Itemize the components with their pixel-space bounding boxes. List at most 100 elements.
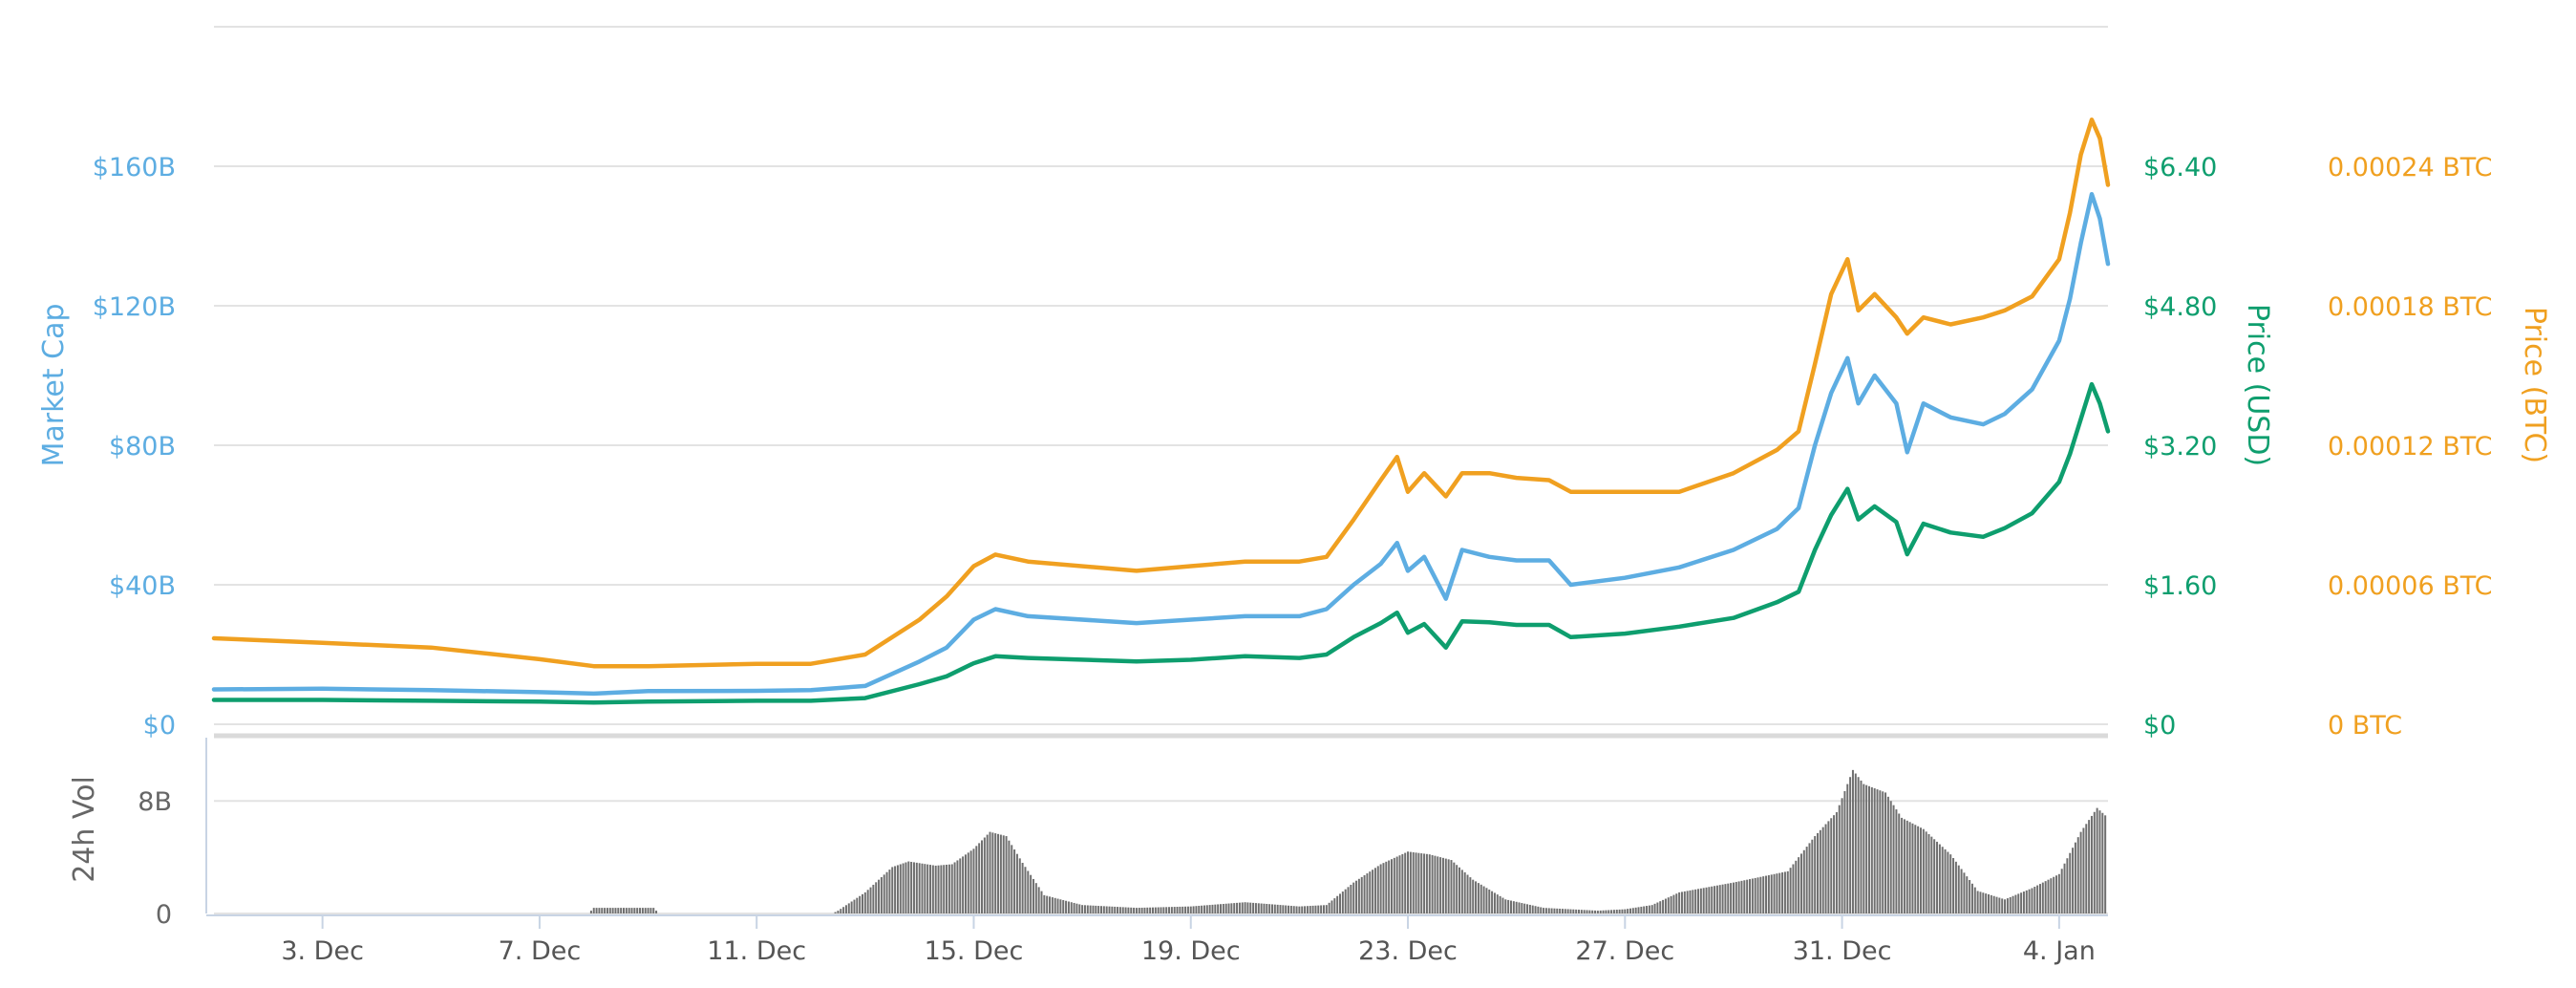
volume-bar xyxy=(1767,874,1770,913)
x-tick-label: 31. Dec xyxy=(1793,936,1892,966)
volume-bar xyxy=(1100,906,1102,913)
volume-bar xyxy=(907,861,910,913)
volume-bar xyxy=(1544,908,1547,913)
volume-bar xyxy=(2041,882,2044,913)
volume-bar xyxy=(999,834,1002,913)
volume-bar xyxy=(1927,833,1930,913)
volume-bar xyxy=(2053,876,2055,913)
volume-bar xyxy=(1952,858,1955,913)
x-tick-label: 11. Dec xyxy=(707,936,806,966)
price-btc-tick-label: 0.00024 BTC xyxy=(2328,153,2493,183)
volume-bar xyxy=(1998,897,2001,913)
volume-bar xyxy=(1439,857,1442,913)
volume-bar xyxy=(1341,891,1344,913)
volume-bar xyxy=(1675,893,1678,913)
volume-bar xyxy=(1821,827,1824,913)
volume-bar xyxy=(924,864,926,913)
volume-bar xyxy=(1201,905,1203,913)
volume-bar xyxy=(1531,905,1534,913)
volume-bar xyxy=(1740,880,1743,913)
volume-bar xyxy=(1656,902,1659,913)
volume-bar xyxy=(1379,864,1382,913)
volume-bar xyxy=(1002,835,1005,913)
volume-bar xyxy=(2036,885,2039,913)
volume-bar xyxy=(649,908,652,913)
volume-bar xyxy=(983,837,986,913)
volume-bar xyxy=(1032,878,1034,913)
volume-bar xyxy=(2033,887,2036,913)
volume-bar xyxy=(1220,904,1222,913)
volume-bar xyxy=(1477,883,1480,913)
volume-bar xyxy=(1659,901,1662,913)
volume-bar xyxy=(1441,857,1444,913)
volume-bar xyxy=(1553,908,1556,913)
volume-bar xyxy=(1781,872,1784,913)
volume-bar xyxy=(1879,790,1882,913)
volume-bar xyxy=(1463,871,1466,913)
volume-bar xyxy=(1376,866,1379,913)
volume-bar xyxy=(1102,906,1105,913)
volume-bar xyxy=(1162,907,1165,913)
volume-bar xyxy=(837,911,840,913)
volume-bar xyxy=(1160,907,1162,913)
volume-bar xyxy=(1817,832,1820,913)
volume-bar xyxy=(1583,910,1586,913)
volume-bar xyxy=(1884,792,1887,913)
volume-bar xyxy=(956,860,959,913)
price-usd-tick-label: $1.60 xyxy=(2143,571,2217,601)
volume-bar xyxy=(1170,907,1173,913)
volume-bar xyxy=(1118,907,1121,913)
volume-bar xyxy=(1599,910,1602,913)
volume-bar xyxy=(1708,887,1711,913)
volume-bar xyxy=(1320,905,1323,913)
volume-bar xyxy=(1699,888,1702,913)
volume-bar xyxy=(1509,900,1512,913)
volume-bar xyxy=(641,908,644,913)
volume-bar xyxy=(989,831,991,913)
volume-bar xyxy=(1534,906,1537,913)
volume-bar xyxy=(842,907,845,913)
volume-bar xyxy=(1963,872,1966,913)
volume-bar xyxy=(1973,887,1976,913)
volume-bar xyxy=(1458,867,1461,913)
volume-bar xyxy=(1450,860,1453,913)
volume-bar xyxy=(1631,908,1634,913)
volume-bar xyxy=(1746,879,1749,913)
volume-bar xyxy=(1105,906,1108,913)
volume-bar xyxy=(1357,878,1360,913)
volume-bar xyxy=(1011,845,1013,913)
volume-bar xyxy=(861,893,863,913)
volume-bar xyxy=(1423,853,1426,913)
volume-bar xyxy=(1629,908,1631,913)
volume-bar xyxy=(1686,891,1689,913)
volume-bar xyxy=(1083,905,1086,913)
volume-bar xyxy=(1133,907,1136,913)
volume-bar xyxy=(1922,828,1925,913)
price-usd-tick-label: $6.40 xyxy=(2143,153,2217,183)
volume-bar xyxy=(1849,777,1852,913)
volume-bar xyxy=(1954,861,1957,913)
volume-bar xyxy=(1523,903,1526,913)
volume-bar xyxy=(1504,899,1507,913)
volume-bar xyxy=(1407,851,1410,913)
volume-bar xyxy=(1311,905,1314,913)
volume-bar xyxy=(1388,860,1391,913)
volume-bar xyxy=(1863,784,1865,913)
volume-bar xyxy=(1205,905,1208,913)
volume-bar xyxy=(1903,819,1905,913)
volume-bar xyxy=(1776,873,1778,913)
volume-bar xyxy=(589,911,592,913)
volume-bar xyxy=(1762,876,1765,913)
volume-bar xyxy=(1252,902,1255,913)
volume-bar xyxy=(1067,901,1070,913)
market-cap-tick-label: $160B xyxy=(93,153,176,183)
x-tick-label: 19. Dec xyxy=(1141,936,1241,966)
volume-bar xyxy=(910,861,913,913)
volume-bar xyxy=(1373,868,1376,913)
volume-bar xyxy=(1988,893,1990,913)
volume-bar xyxy=(1168,907,1171,913)
volume-bar xyxy=(1008,840,1011,913)
volume-bar xyxy=(1914,825,1917,913)
volume-bar xyxy=(1670,895,1672,913)
volume-bar xyxy=(1270,904,1273,913)
